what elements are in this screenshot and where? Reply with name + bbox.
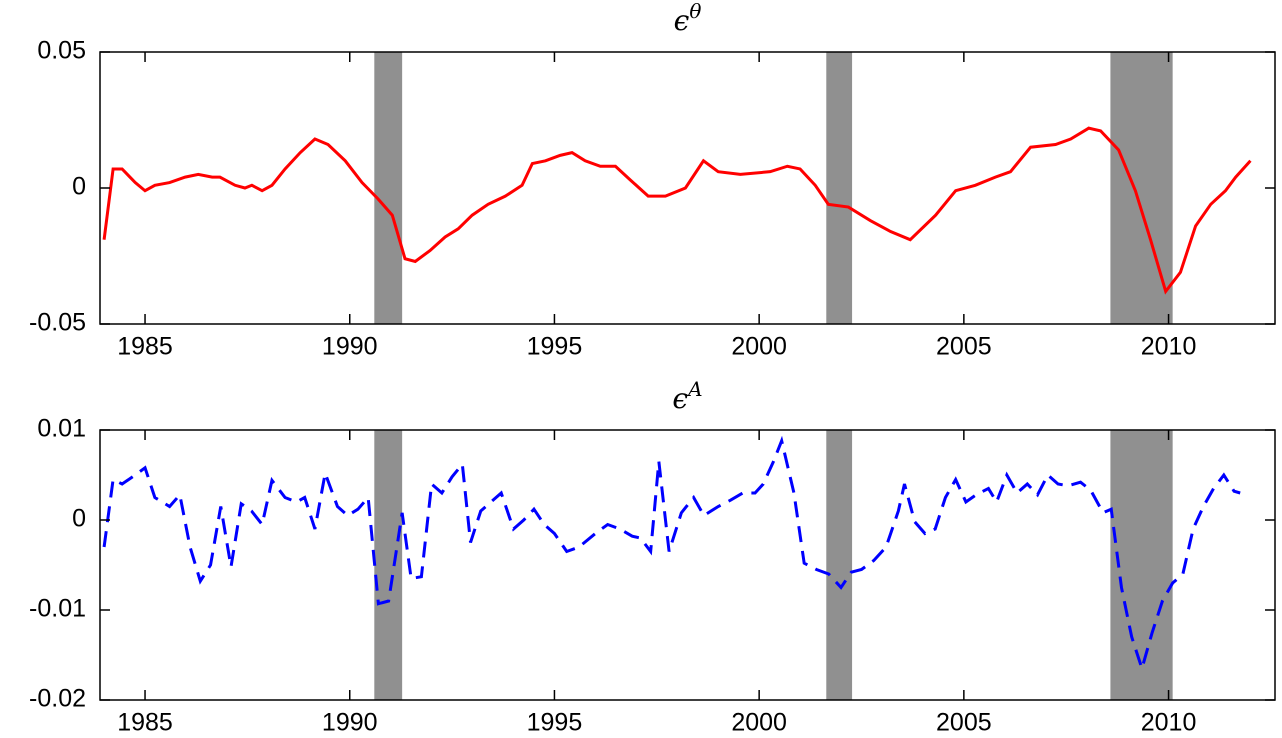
y-tick-label: -0.05 — [29, 309, 86, 337]
recession-shade — [826, 430, 853, 700]
x-tick-label: 2010 — [1141, 333, 1197, 361]
x-tick-label: 1995 — [527, 333, 583, 361]
title-superscript: A — [686, 377, 702, 401]
y-tick-label: -0.02 — [29, 685, 86, 713]
x-tick-label: 1985 — [117, 333, 173, 361]
y-tick-label: 0 — [72, 173, 86, 201]
title-symbol: ϵ — [672, 382, 688, 415]
x-tick-label: 2005 — [936, 709, 992, 737]
x-tick-label: 2000 — [731, 333, 787, 361]
recession-shade — [374, 52, 403, 324]
data-line — [102, 126, 1252, 295]
axes-box — [99, 429, 1276, 701]
y-tick-label: 0.01 — [37, 415, 86, 443]
x-tick-label: 1990 — [322, 709, 378, 737]
y-tick-label: 0 — [72, 505, 86, 533]
x-tick-label: 2010 — [1141, 709, 1197, 737]
title-symbol: ϵ — [674, 4, 690, 37]
recession-shade — [1110, 430, 1173, 700]
chart-title: ϵθ — [674, 0, 702, 37]
x-tick-label: 2000 — [731, 709, 787, 737]
x-tick-label: 1995 — [527, 709, 583, 737]
x-tick-label: 1985 — [117, 709, 173, 737]
y-tick-label: 0.05 — [37, 37, 86, 65]
title-superscript: θ — [689, 0, 701, 23]
recession-shade — [374, 430, 403, 700]
axes-box — [99, 51, 1276, 325]
x-tick-label: 1990 — [322, 333, 378, 361]
chart-title: ϵA — [672, 377, 702, 415]
recession-shade — [826, 52, 853, 324]
x-tick-label: 2005 — [936, 333, 992, 361]
data-line — [102, 435, 1241, 674]
y-tick-label: -0.01 — [29, 595, 86, 623]
